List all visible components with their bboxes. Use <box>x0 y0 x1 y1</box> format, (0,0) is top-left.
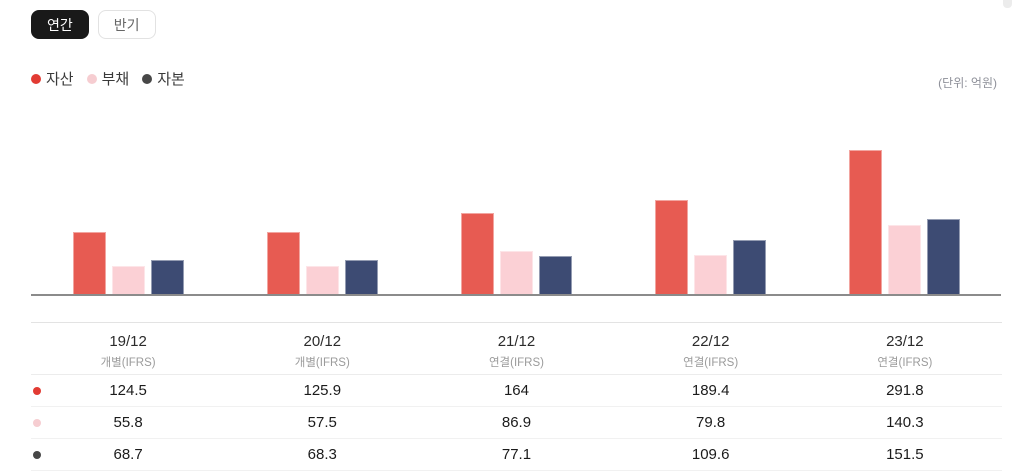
tab-semiannual[interactable]: 반기 <box>97 10 156 39</box>
vertical-scrollbar-thumb[interactable] <box>1003 0 1012 8</box>
bar-group-21/12 <box>419 110 613 294</box>
legend-label: 자본 <box>157 71 185 88</box>
legend-item-2: 자본 <box>142 68 185 89</box>
bar-자본-23/12 <box>926 219 960 294</box>
row-series-dot-icon <box>33 387 41 395</box>
bar-group-19/12 <box>31 110 225 294</box>
bar-자산-19/12 <box>72 232 106 294</box>
bar-group-22/12 <box>613 110 807 294</box>
bar-자산-23/12 <box>848 150 882 294</box>
header-ifrs-label: 개별(IFRS) <box>294 357 350 369</box>
table-cell: 68.3 <box>307 446 337 463</box>
table-header-cell-23/12: 23/12 연결(IFRS) <box>808 323 1002 374</box>
table-cell: 125.9 <box>303 382 342 399</box>
legend-dot-icon <box>142 73 153 84</box>
table-cell: 68.7 <box>113 446 143 463</box>
bar-부채-20/12 <box>305 266 339 294</box>
header-period-label: 19/12 <box>109 333 147 350</box>
bar-chart <box>31 110 1001 296</box>
table-header-cell-19/12: 19/12 개별(IFRS) <box>31 323 225 374</box>
table-cell: 151.5 <box>886 446 924 463</box>
data-table: 19/12 개별(IFRS) 20/12 개별(IFRS) 21/12 연결(IFRS) 2… <box>31 322 1002 471</box>
bar-자산-21/12 <box>460 213 494 294</box>
legend-dot-icon <box>86 73 97 84</box>
header-period-label: 22/12 <box>691 333 730 350</box>
legend-row: 자산 부채 자본 (단위: 억원) <box>31 66 997 91</box>
table-row-자본: 68.7 68.3 77.1 109.6 151.5 <box>31 439 1002 471</box>
table-cell: 140.3 <box>886 414 924 431</box>
bar-자본-21/12 <box>538 256 572 294</box>
unit-label: (단위: 억원) <box>938 76 997 90</box>
tab-annual[interactable]: 연간 <box>31 10 89 39</box>
legend-label: 자산 <box>46 71 74 88</box>
table-header-cell-22/12: 22/12 연결(IFRS) <box>614 323 808 374</box>
table-cell: 189.4 <box>691 382 730 399</box>
table-row-자산: 124.5 125.9 164 189.4 291.8 <box>31 375 1002 407</box>
table-cell: 79.8 <box>696 414 726 431</box>
table-cell: 77.1 <box>501 446 532 463</box>
bar-부채-19/12 <box>111 266 145 294</box>
chart-legend: 자산 부채 자본 <box>31 68 185 89</box>
legend-item-1: 부채 <box>86 68 130 89</box>
bar-자산-20/12 <box>266 232 300 294</box>
table-body: 124.5 125.9 164 189.4 291.8 55.8 57.5 86.9 79.8 1… <box>31 375 1002 471</box>
table-cell: 124.5 <box>109 382 147 399</box>
table-cell: 164 <box>503 382 529 399</box>
header-period-label: 21/12 <box>497 333 536 350</box>
period-toggle: 연간 반기 <box>31 10 156 39</box>
row-series-dot-icon <box>33 451 41 459</box>
table-header-cell-21/12: 21/12 연결(IFRS) <box>419 323 613 374</box>
header-ifrs-label: 연결(IFRS) <box>683 357 739 369</box>
table-row-부채: 55.8 57.5 86.9 79.8 140.3 <box>31 407 1002 439</box>
header-ifrs-label: 개별(IFRS) <box>100 357 156 369</box>
legend-label: 부채 <box>101 71 130 88</box>
header-ifrs-label: 연결(IFRS) <box>488 357 544 369</box>
table-header-row: 19/12 개별(IFRS) 20/12 개별(IFRS) 21/12 연결(IFRS) 2… <box>31 322 1002 375</box>
legend-dot-icon <box>31 73 41 84</box>
table-cell: 109.6 <box>691 446 730 463</box>
table-cell: 291.8 <box>886 382 924 399</box>
bar-자산-22/12 <box>654 200 688 294</box>
bar-group-23/12 <box>807 110 1001 294</box>
table-cell: 86.9 <box>501 414 532 431</box>
bar-부채-22/12 <box>693 255 727 294</box>
bar-자본-19/12 <box>150 260 184 294</box>
header-ifrs-label: 연결(IFRS) <box>877 357 933 369</box>
table-cell: 57.5 <box>307 414 337 431</box>
row-series-dot-icon <box>33 419 41 427</box>
bar-group-20/12 <box>225 110 419 294</box>
bar-부채-21/12 <box>499 251 533 294</box>
table-cell: 55.8 <box>113 414 143 431</box>
bar-자본-20/12 <box>344 260 378 294</box>
header-period-label: 23/12 <box>886 333 924 350</box>
bar-부채-23/12 <box>887 225 921 294</box>
table-header-cell-20/12: 20/12 개별(IFRS) <box>225 323 419 374</box>
bar-자본-22/12 <box>732 240 766 294</box>
header-period-label: 20/12 <box>303 333 342 350</box>
legend-item-0: 자산 <box>31 68 74 89</box>
